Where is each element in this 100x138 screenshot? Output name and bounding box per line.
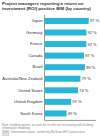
value-label: 92 %	[88, 42, 98, 47]
y-tick: Australia/New Zealand	[2, 76, 42, 81]
value-label: 87 %	[85, 53, 95, 58]
value-label: 97 %	[90, 18, 100, 23]
y-tick: United Kingdom	[14, 99, 43, 104]
bar	[44, 64, 85, 70]
chart-container: Project managers reporting a return onin…	[0, 0, 100, 138]
bar	[44, 41, 86, 47]
y-tick: France	[30, 41, 43, 46]
text-line: (BIM). Information report - written by M…	[2, 130, 85, 134]
y-tick: Brazil	[32, 64, 42, 69]
y-tick-label: Germany	[26, 30, 42, 35]
y-tick: South Korea	[20, 111, 43, 116]
footnote: Note: building owners account for result…	[2, 123, 94, 138]
bar	[44, 110, 67, 116]
y-tick-label: France	[30, 41, 43, 46]
y-tick-label: United Kingdom	[14, 99, 43, 104]
value-label: 49 %	[68, 111, 78, 116]
bar	[44, 53, 84, 59]
chart-svg: Project managers reporting a return onin…	[0, 0, 100, 138]
y-tick-label: Brazil	[32, 64, 42, 69]
y-tick-label: Canada	[28, 53, 43, 58]
y-tick-label: United States	[18, 88, 42, 93]
bar	[44, 76, 80, 82]
value-label: 89 %	[86, 65, 96, 70]
bars	[44, 18, 89, 116]
bar	[44, 87, 78, 93]
y-tick-label: Australia/New Zealand	[2, 76, 42, 81]
bar	[44, 99, 71, 105]
bar	[44, 30, 86, 36]
x-axis-line	[45, 120, 97, 121]
value-labels: 97 % 92 % 92 % 87 % 89 % 79 % 74 % 59 % 49 %	[68, 18, 100, 115]
y-tick-label: Japan	[32, 18, 43, 23]
y-tick-label: South Korea	[20, 111, 43, 116]
y-tick: United States	[18, 88, 42, 93]
y-tick: Germany	[26, 30, 42, 35]
title: Project managers reporting a return onin…	[2, 1, 91, 11]
y-tick: Japan	[32, 18, 43, 23]
value-label: 59 %	[72, 99, 82, 104]
value-label: 79 %	[82, 76, 92, 81]
y-axis: Japan Germany France Canada Brazil Australia/…	[2, 15, 44, 120]
x-axis	[45, 120, 97, 121]
y-axis-line	[44, 15, 45, 120]
y-tick: Canada	[28, 53, 43, 58]
value-label: 92 %	[88, 30, 98, 35]
value-label: 74 %	[79, 88, 89, 93]
text-line: investment (ROI) positive BIM (by countr…	[2, 6, 91, 11]
bar	[44, 18, 89, 24]
text-line: 2013.	[2, 133, 10, 137]
